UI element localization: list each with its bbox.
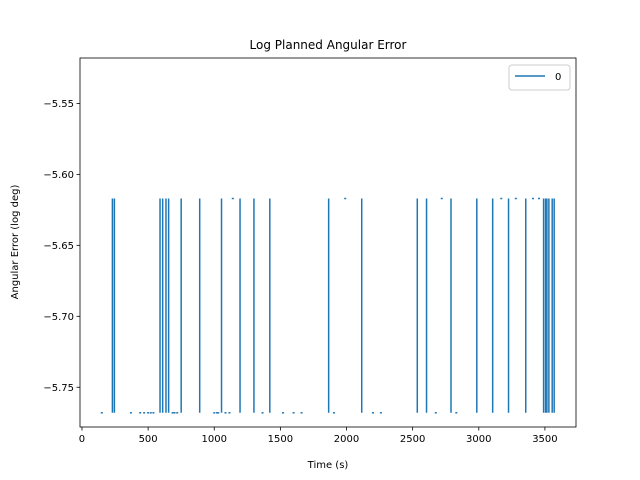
x-tick-label: 1500 — [268, 434, 293, 445]
x-tick-label: 0 — [79, 434, 85, 445]
y-axis-label: Angular Error (log deg) — [10, 185, 21, 300]
y-axis-ticks: −5.55 −5.60 −5.65 −5.70 −5.75 — [43, 99, 80, 394]
chart-title: Log Planned Angular Error — [250, 38, 407, 52]
plot-frame — [79, 57, 577, 428]
legend-box — [508, 64, 571, 91]
y-tick-label: −5.55 — [43, 99, 74, 110]
y-tick-label: −5.60 — [43, 170, 74, 181]
x-tick-label: 1000 — [202, 434, 227, 445]
data-layer — [100, 197, 555, 414]
y-tick-label: −5.70 — [43, 312, 74, 323]
x-tick-label: 500 — [139, 434, 158, 445]
x-axis-label: Time (s) — [307, 460, 349, 471]
legend-label: 0 — [555, 72, 561, 83]
x-tick-label: 3500 — [532, 434, 557, 445]
x-tick-label: 2000 — [334, 434, 359, 445]
y-tick-label: −5.65 — [43, 241, 74, 252]
x-tick-label: 3000 — [466, 434, 491, 445]
plot-area — [79, 57, 577, 428]
y-tick-label: −5.75 — [43, 383, 74, 394]
legend: 0 — [508, 64, 571, 91]
x-tick-label: 2500 — [400, 434, 425, 445]
x-axis-ticks: 0 500 1000 1500 2000 2500 3000 3500 — [79, 427, 558, 445]
